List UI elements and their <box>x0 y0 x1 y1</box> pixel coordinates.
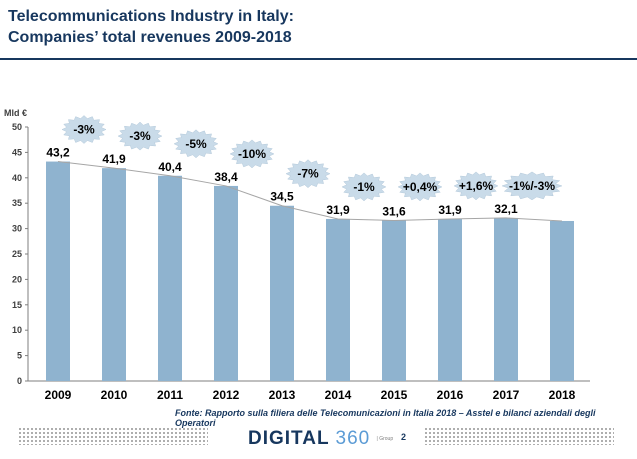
logo-number: 360 <box>335 428 371 449</box>
change-label: -10% <box>238 147 266 161</box>
value-label: 34,5 <box>270 190 294 204</box>
change-badge <box>397 172 443 202</box>
chart-title: Telecommunications Industry in Italy: Co… <box>8 6 294 48</box>
logo-group: | Group <box>376 435 394 442</box>
y-tick-label: 10 <box>12 325 22 335</box>
value-label: 38,4 <box>214 170 238 184</box>
y-tick-label: 0 <box>17 376 22 386</box>
change-label: +0,4% <box>403 180 438 194</box>
change-label: -7% <box>297 167 319 181</box>
change-badge <box>229 139 275 169</box>
bar-2013 <box>270 205 294 381</box>
change-label: +1,6% <box>459 179 494 193</box>
bar-2015 <box>382 220 406 381</box>
source-note: Fonte: Rapporto sulla filiera delle Tele… <box>175 408 596 428</box>
revenue-chart: Mld € 0 5 10 15 20 25 30 35 40 45 50 43,2 41,9 40,4 38,… <box>4 108 590 402</box>
title-rule <box>0 58 637 60</box>
footer-dots-left <box>18 427 208 445</box>
change-label: -1%/-3% <box>509 179 555 193</box>
x-tick-label: 2013 <box>269 388 296 402</box>
page-number: 2 <box>401 432 407 442</box>
y-tick-label: 25 <box>12 249 22 259</box>
x-tick-label: 2011 <box>157 388 183 402</box>
value-label: 41,9 <box>102 152 126 166</box>
change-badge <box>501 171 563 201</box>
bar-2017 <box>494 217 518 381</box>
value-label: 32,1 <box>494 202 518 216</box>
y-tick-label: 35 <box>12 198 22 208</box>
change-label: -1% <box>353 180 375 194</box>
y-axis-label: Mld € <box>4 108 27 118</box>
y-tick-label: 5 <box>17 351 22 361</box>
change-label: -3% <box>129 129 151 143</box>
y-tick-label: 30 <box>12 224 22 234</box>
value-label: 43,2 <box>46 146 70 160</box>
value-label: 31,9 <box>438 203 462 217</box>
change-badge <box>341 172 387 202</box>
bar-2016 <box>438 218 462 381</box>
change-badge <box>173 129 219 159</box>
change-badge <box>453 171 499 201</box>
value-label: 31,9 <box>326 203 350 217</box>
value-label: 31,6 <box>382 204 406 218</box>
x-tick-label: 2017 <box>493 388 520 402</box>
title-line-2: Companies’ total revenues 2009-2018 <box>8 29 292 46</box>
y-tick-label: 15 <box>12 300 22 310</box>
title-line-1: Telecommunications Industry in Italy: <box>8 8 294 25</box>
change-badge <box>117 121 163 151</box>
bar-2011 <box>158 175 182 381</box>
footer-dots-right <box>424 427 614 445</box>
bar-2009 <box>46 161 70 381</box>
y-tick-label: 45 <box>12 147 22 157</box>
bar-2014 <box>326 218 350 381</box>
trend-line <box>57 161 563 222</box>
y-tick-label: 50 <box>12 122 22 132</box>
bar-2018 <box>550 220 574 381</box>
bar-2010 <box>102 168 126 381</box>
x-tick-label: 2010 <box>101 388 128 402</box>
x-tick-label: 2015 <box>381 388 408 402</box>
y-tick-label: 40 <box>12 173 22 183</box>
x-tick-label: 2014 <box>325 388 352 402</box>
x-tick-label: 2016 <box>437 388 464 402</box>
value-label: 40,4 <box>158 160 182 174</box>
bar-2012 <box>214 185 238 381</box>
x-tick-label: 2012 <box>213 388 240 402</box>
digital360-logo: DIGITAL 360 | Group <box>248 428 393 450</box>
x-tick-label: 2009 <box>45 388 72 402</box>
change-badge <box>61 115 107 144</box>
change-label: -3% <box>73 123 95 137</box>
x-tick-label: 2018 <box>549 388 576 402</box>
y-tick-label: 20 <box>12 274 22 284</box>
change-badge <box>285 159 331 189</box>
change-label: -5% <box>185 137 207 151</box>
logo-word: DIGITAL <box>248 428 330 449</box>
